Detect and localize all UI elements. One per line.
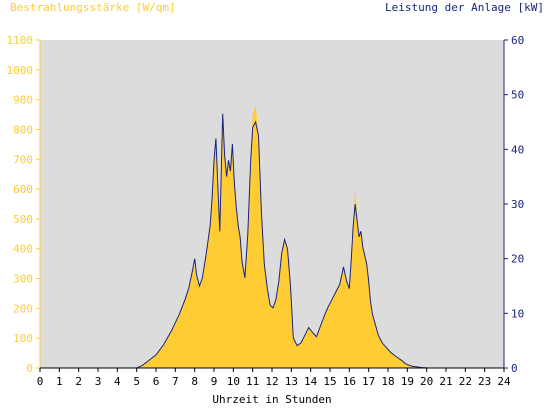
- x-tick-label: 7: [172, 375, 179, 388]
- x-tick-label: 14: [304, 375, 318, 388]
- left-tick-label: 200: [13, 302, 33, 315]
- right-tick-label: 10: [511, 307, 524, 320]
- x-tick-label: 12: [265, 375, 278, 388]
- axes-layer: 0100200300400500600700800900100011000102…: [7, 34, 525, 388]
- x-tick-label: 9: [211, 375, 218, 388]
- x-tick-label: 3: [95, 375, 102, 388]
- left-tick-label: 300: [13, 273, 33, 286]
- x-tick-label: 19: [401, 375, 414, 388]
- power-line-series: [40, 113, 504, 369]
- x-tick-label: 13: [285, 375, 298, 388]
- irradiance-area-series: [40, 105, 504, 368]
- right-tick-label: 0: [511, 362, 518, 375]
- left-tick-label: 900: [13, 94, 33, 107]
- left-tick-label: 1100: [7, 34, 34, 47]
- x-tick-label: 20: [420, 375, 433, 388]
- x-tick-label: 4: [114, 375, 121, 388]
- x-tick-label: 6: [153, 375, 160, 388]
- x-tick-label: 15: [323, 375, 336, 388]
- series-layer: [40, 105, 504, 369]
- x-tick-label: 10: [227, 375, 240, 388]
- right-tick-label: 20: [511, 253, 524, 266]
- left-tick-label: 400: [13, 243, 33, 256]
- left-tick-label: 600: [13, 183, 33, 196]
- x-tick-label: 8: [191, 375, 198, 388]
- x-tick-label: 23: [478, 375, 491, 388]
- x-axis-title: Uhrzeit in Stunden: [212, 393, 332, 406]
- x-tick-label: 24: [497, 375, 511, 388]
- left-axis-title: Bestrahlungsstärke [W/qm]: [10, 1, 176, 14]
- x-tick-label: 18: [381, 375, 394, 388]
- x-tick-label: 1: [56, 375, 63, 388]
- right-tick-label: 60: [511, 34, 524, 47]
- right-axis-title: Leistung der Anlage [kW]: [385, 1, 544, 14]
- x-tick-label: 2: [75, 375, 82, 388]
- x-tick-label: 11: [246, 375, 259, 388]
- x-tick-label: 5: [133, 375, 140, 388]
- x-tick-label: 16: [343, 375, 356, 388]
- left-tick-label: 100: [13, 332, 33, 345]
- left-tick-label: 800: [13, 123, 33, 136]
- x-tick-label: 22: [459, 375, 472, 388]
- right-tick-label: 50: [511, 89, 524, 102]
- left-tick-label: 500: [13, 213, 33, 226]
- left-tick-label: 1000: [7, 64, 34, 77]
- x-tick-label: 21: [439, 375, 452, 388]
- x-tick-label: 17: [362, 375, 375, 388]
- x-tick-label: 0: [37, 375, 44, 388]
- left-tick-label: 0: [26, 362, 33, 375]
- left-tick-label: 700: [13, 153, 33, 166]
- right-tick-label: 40: [511, 143, 524, 156]
- right-tick-label: 30: [511, 198, 524, 211]
